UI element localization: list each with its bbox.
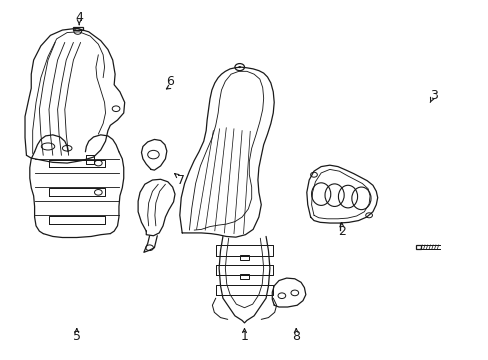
Text: 4: 4 [75,11,83,24]
Text: 6: 6 [166,76,174,89]
Text: 8: 8 [292,330,300,343]
Circle shape [238,66,241,68]
Text: 2: 2 [337,225,345,238]
Text: 1: 1 [240,330,248,343]
Text: 5: 5 [73,330,81,343]
Bar [239,274,249,279]
Bar [415,245,420,249]
Bar [73,27,82,30]
Bar [239,255,249,260]
Text: 3: 3 [429,89,437,102]
Text: 7: 7 [177,174,185,186]
